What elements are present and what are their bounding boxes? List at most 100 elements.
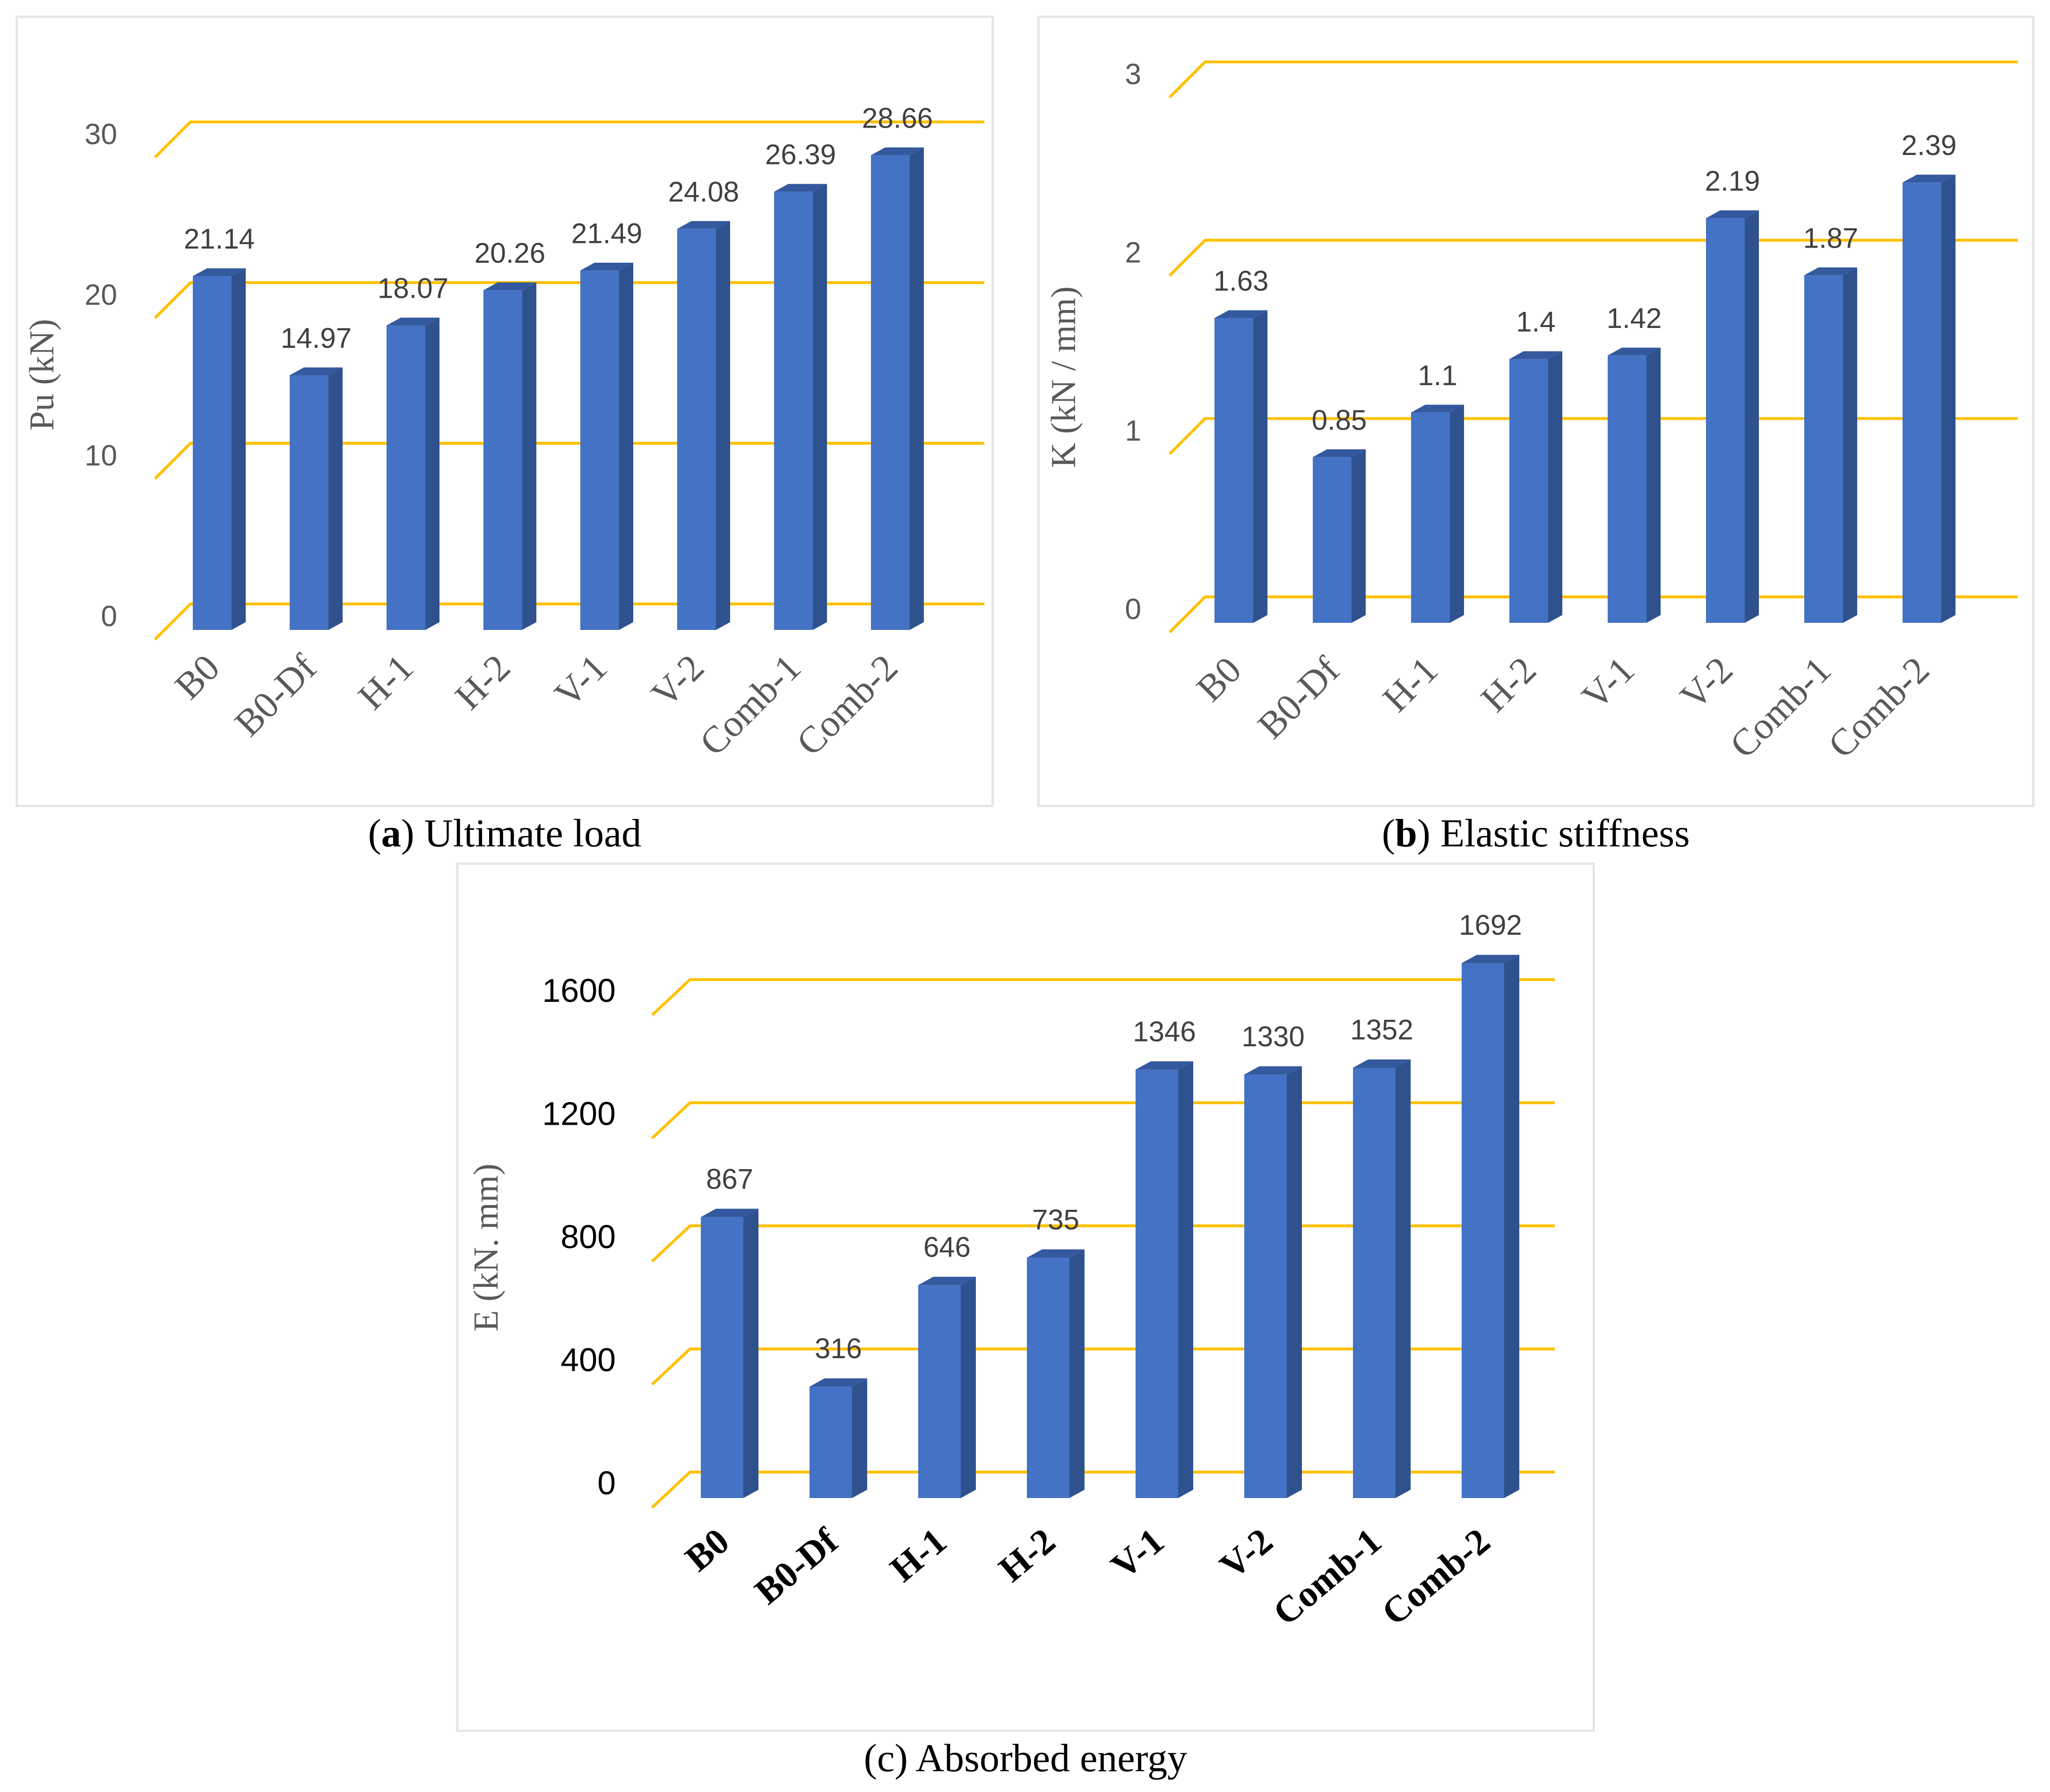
bar-front	[1509, 359, 1548, 623]
y-tick-label: 30	[85, 118, 117, 151]
bar-b0-df	[810, 1378, 867, 1498]
x-tick-label-h-1: H-1	[351, 647, 422, 718]
caption-absorbed-energy: (c) Absorbed energy	[863, 1736, 1188, 1780]
bar-front	[1608, 355, 1646, 623]
bar-comb-1	[1804, 267, 1857, 623]
data-label-h-1: 646	[923, 1231, 971, 1263]
y-tick-label: 0	[1125, 593, 1141, 626]
bar-v-1	[580, 262, 633, 630]
y-tick-label: 20	[85, 279, 117, 311]
bar-h-1	[1411, 405, 1464, 623]
gridline	[154, 121, 984, 159]
bar-side	[813, 184, 827, 630]
y-tick-label: 3	[1125, 58, 1141, 91]
bar-side	[743, 1208, 758, 1498]
bar-side	[1843, 267, 1857, 623]
bar-top	[1313, 449, 1366, 457]
x-tick-label-h-2: H-2	[1473, 649, 1544, 720]
x-tick-label-b0-df: B0-Df	[227, 646, 325, 744]
bar-comb-2	[1903, 174, 1955, 623]
bar-front	[774, 191, 813, 630]
data-label-comb-2: 2.39	[1902, 129, 1957, 161]
bar-side	[1178, 1061, 1193, 1498]
x-tick-label-h-2: H-2	[448, 647, 518, 718]
bar-comb-1	[774, 184, 827, 630]
gridline	[1168, 239, 2018, 277]
data-label-comb-2: 1692	[1459, 909, 1522, 941]
x-tick-label-v-2: V-2	[644, 647, 712, 715]
bar-top	[193, 268, 246, 276]
bar-side	[328, 367, 343, 630]
gridlines	[1168, 60, 2018, 634]
data-label-h-2: 735	[1032, 1204, 1079, 1235]
bar-top	[701, 1208, 758, 1217]
bar-front	[1027, 1258, 1069, 1498]
data-label-h-1: 18.07	[378, 273, 448, 304]
bar-top	[1462, 955, 1519, 964]
bar-front	[193, 276, 232, 630]
bar-front	[677, 229, 716, 630]
gridline	[651, 1224, 1555, 1263]
bar-top	[1353, 1059, 1411, 1068]
bar-h-2	[1027, 1249, 1085, 1498]
bar-front	[871, 155, 910, 630]
data-label-b0-df: 316	[815, 1333, 862, 1364]
gridline	[1168, 595, 2018, 634]
y-tick-label: 1200	[542, 1095, 616, 1132]
bar-top	[387, 318, 439, 326]
y-tick-label: 10	[85, 439, 117, 472]
chart-elastic-stiffness: 0 1 2 3 K (kN / mm) 1.63 B0 0.85 B0-Df 1.1 H-1 1.4 H…	[1044, 58, 2018, 766]
bar-comb-2	[1462, 955, 1519, 1498]
bar-front	[1903, 182, 1941, 623]
bar-side	[852, 1378, 867, 1498]
y-tick-label: 0	[101, 600, 117, 633]
data-label-b0-df: 0.85	[1312, 404, 1367, 436]
y-tick-label: 2	[1125, 236, 1141, 269]
bar-side	[1450, 405, 1464, 623]
bar-top	[483, 282, 536, 291]
bar-front	[1244, 1074, 1287, 1498]
bar-front	[1411, 412, 1450, 623]
bar-b0-df	[290, 367, 343, 630]
bar-top	[1509, 351, 1562, 359]
data-label-comb-1: 26.39	[765, 139, 836, 171]
bar-h-2	[1509, 351, 1562, 623]
data-label-comb-1: 1352	[1350, 1014, 1413, 1046]
data-label-h-1: 1.1	[1418, 360, 1457, 391]
data-label-h-2: 1.4	[1516, 306, 1555, 338]
bar-side	[1287, 1066, 1302, 1498]
bar-v-2	[1706, 210, 1759, 623]
bar-front	[1462, 963, 1504, 1498]
caption-text: Absorbed energy	[915, 1736, 1188, 1780]
x-tick-label-comb-1: Comb-1	[1265, 1520, 1389, 1633]
data-label-v-2: 2.19	[1705, 165, 1760, 197]
bar-front	[918, 1285, 961, 1498]
gridline	[651, 1347, 1555, 1386]
bar-side	[1745, 210, 1759, 623]
bar-top	[1804, 267, 1857, 276]
bar-side	[961, 1276, 976, 1498]
bar-top	[918, 1276, 976, 1285]
bar-side	[522, 282, 536, 630]
bar-front	[580, 270, 619, 630]
bar-front	[1136, 1069, 1178, 1498]
bar-side	[1941, 174, 1955, 623]
gridlines	[154, 121, 984, 641]
x-tick-label-h-1: H-1	[1375, 649, 1446, 720]
bar-top	[810, 1378, 867, 1387]
bar-top	[1706, 210, 1759, 218]
x-tick-label-b0: B0	[1189, 649, 1249, 710]
x-tick-label-h-2: H-2	[991, 1520, 1063, 1589]
bar-top	[580, 262, 633, 271]
bar-front	[1706, 218, 1745, 623]
caption-text: Elastic stiffness	[1440, 811, 1690, 855]
data-label-v-2: 24.08	[668, 176, 739, 207]
gridlines	[651, 978, 1555, 1509]
x-tick-label-b0: B0	[677, 1520, 737, 1579]
y-tick-label: 1600	[542, 972, 616, 1009]
bar-side	[910, 147, 924, 630]
bar-h-1	[387, 318, 439, 630]
bar-side	[1646, 347, 1661, 623]
y-tick-label: 1	[1125, 415, 1141, 448]
bar-side	[1253, 310, 1267, 623]
